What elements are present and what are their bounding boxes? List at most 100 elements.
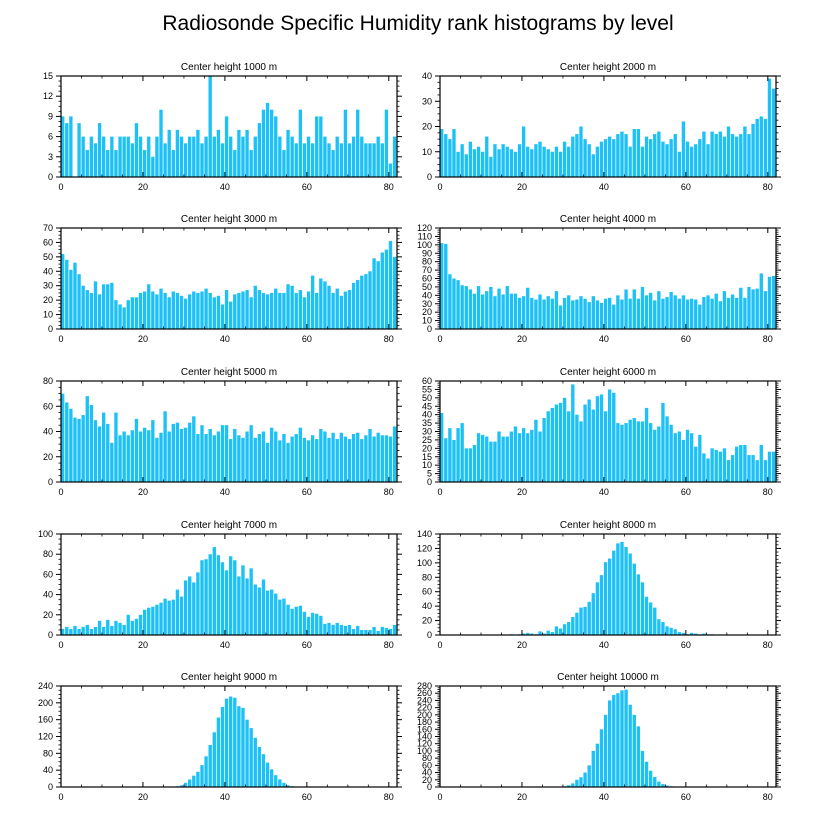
histogram-bar xyxy=(620,424,624,482)
histogram-bar xyxy=(620,131,624,177)
histogram-bar xyxy=(595,146,600,177)
histogram-bar xyxy=(97,294,102,329)
histogram-bar xyxy=(204,136,208,177)
histogram-bar xyxy=(380,143,384,177)
histogram-bar xyxy=(640,421,645,482)
histogram-bar xyxy=(710,131,714,177)
histogram-bar xyxy=(142,291,147,329)
histogram-bar xyxy=(245,129,249,177)
histogram-bar xyxy=(351,628,356,635)
histogram-bar xyxy=(282,598,286,635)
y-tick-label: 60 xyxy=(422,760,432,770)
figure-title: Radiosonde Specific Humidity rank histog… xyxy=(162,12,673,35)
y-tick-label: 160 xyxy=(38,715,53,725)
histogram-bar xyxy=(114,620,118,635)
histogram-bar xyxy=(640,750,645,787)
histogram-bar xyxy=(261,431,266,482)
chart-panel-9: Center height 9000 m 0 20 40 60 80 0 40 80 120 160… xyxy=(38,672,402,802)
histogram-bar xyxy=(706,144,710,177)
histogram-bar xyxy=(497,149,501,177)
y-tick-label: 60 xyxy=(43,401,53,411)
histogram-bar xyxy=(456,280,460,329)
histogram-bar xyxy=(554,404,559,482)
histogram-bar xyxy=(179,785,184,787)
histogram-bar xyxy=(360,275,364,329)
y-tick-label: 40 xyxy=(422,601,432,611)
histogram-bar xyxy=(224,570,229,635)
histogram-bar xyxy=(69,408,73,482)
histogram-bar xyxy=(77,123,81,177)
y-tick-label: 6 xyxy=(48,132,53,142)
y-tick-label: 20 xyxy=(422,775,432,785)
histogram-bar xyxy=(579,296,583,329)
histogram-bar xyxy=(517,433,522,482)
histogram-bar xyxy=(212,732,216,787)
y-tick-label: 30 xyxy=(422,96,432,106)
histogram-bar xyxy=(714,450,718,482)
histogram-bar xyxy=(681,295,686,329)
x-tick-label: 80 xyxy=(384,487,394,497)
histogram-bar xyxy=(118,136,122,177)
histogram-bar xyxy=(257,747,262,787)
histogram-bar xyxy=(138,292,143,329)
histogram-bar xyxy=(188,294,192,329)
histogram-bar xyxy=(747,286,751,329)
histogram-bar xyxy=(335,622,339,635)
histogram-bar xyxy=(735,297,739,329)
histogram-bar xyxy=(282,150,286,177)
panel-title: Center height 9000 m xyxy=(181,672,277,683)
histogram-bar xyxy=(69,116,73,177)
histogram-bar xyxy=(319,116,323,177)
histogram-bar xyxy=(706,458,710,482)
histogram-bar xyxy=(587,302,591,329)
histogram-bar xyxy=(265,762,270,787)
histogram-bar xyxy=(85,396,89,482)
histogram-bar xyxy=(599,141,604,177)
histogram-bar xyxy=(278,779,282,787)
histogram-bar xyxy=(61,393,65,483)
histogram-bar xyxy=(331,624,335,635)
histogram-bar xyxy=(77,274,81,329)
x-tick-label: 0 xyxy=(58,792,63,802)
histogram-bar xyxy=(372,436,376,482)
histogram-bar xyxy=(73,262,77,329)
histogram-bar xyxy=(591,409,595,482)
histogram-bar xyxy=(444,243,448,329)
histogram-bar xyxy=(722,136,727,177)
histogram-bar xyxy=(689,632,694,635)
histogram-bar xyxy=(644,136,649,177)
histogram-bar xyxy=(364,274,368,329)
histogram-bar xyxy=(612,550,616,635)
histogram-bar xyxy=(347,624,352,635)
chart-panel-4: Center height 4000 m0 20 40 60 8001020304050… xyxy=(417,214,781,344)
histogram-bar xyxy=(591,296,595,329)
chart-panel-2: Center height 2000 m 0 20 40 60 80 0 10 20 30 40 xyxy=(422,62,781,192)
histogram-bar xyxy=(714,293,718,329)
histogram-bar xyxy=(665,626,669,635)
histogram-bar xyxy=(612,392,616,482)
histogram-bar xyxy=(480,434,485,482)
histogram-bar xyxy=(640,582,645,635)
histogram-bar xyxy=(472,293,477,329)
histogram-bar xyxy=(155,437,159,482)
y-tick-label: 120 xyxy=(417,739,432,749)
histogram-bar xyxy=(372,626,376,635)
histogram-bar xyxy=(542,299,546,329)
histogram-bar xyxy=(155,604,159,635)
histogram-bar xyxy=(110,442,114,482)
histogram-bar xyxy=(274,431,278,482)
histogram-bar xyxy=(147,136,151,177)
histogram-bar xyxy=(89,136,94,177)
y-tick-label: 3 xyxy=(48,152,53,162)
histogram-bar xyxy=(93,281,98,329)
histogram-bar xyxy=(501,144,505,177)
histogram-bar xyxy=(192,775,196,787)
histogram-bar xyxy=(440,129,444,177)
x-tick-label: 80 xyxy=(763,792,773,802)
histogram-bar xyxy=(554,146,559,177)
histogram-bar xyxy=(159,109,163,177)
histogram-bar xyxy=(739,287,743,329)
histogram-bar xyxy=(546,411,550,482)
y-tick-label: 50 xyxy=(422,282,432,292)
histogram-bar xyxy=(151,291,155,329)
